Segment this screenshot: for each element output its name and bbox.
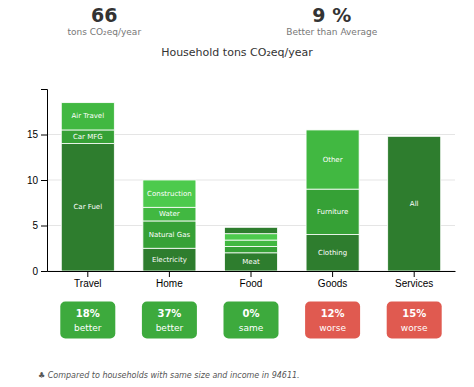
badge-subtext: worse	[319, 323, 346, 333]
segment-label: Construction	[147, 190, 192, 198]
bar-segment	[61, 130, 114, 144]
x-axis: Travel Home Food Goods Services	[48, 271, 456, 289]
x-tick-label: Goods	[318, 278, 347, 289]
segment-label: Car MFG	[73, 133, 103, 141]
segment-label: Electricity	[152, 256, 187, 264]
x-tick: Food	[240, 271, 263, 289]
x-tick-label: Travel	[74, 278, 101, 289]
bar-segment	[224, 227, 277, 233]
y-tick-mark	[41, 180, 47, 181]
badge	[305, 302, 360, 339]
bar-segment	[143, 180, 196, 207]
header-label: Better than Average	[286, 27, 378, 37]
bar-segment	[224, 253, 277, 271]
y-tick-mark	[41, 135, 47, 136]
bar-segment	[224, 234, 277, 240]
badge	[387, 302, 442, 339]
y-tick-label: 10	[27, 175, 39, 186]
header-value: 66	[91, 4, 117, 26]
footnote: ♣ Compared to households with same size …	[38, 371, 300, 380]
badge	[224, 302, 279, 339]
badge-text: 15%	[402, 308, 426, 319]
bar-segment	[224, 240, 277, 246]
badge	[142, 302, 197, 339]
x-tick-mark	[251, 271, 252, 277]
badge-text: 18%	[76, 308, 100, 319]
y-tick-label: 15	[27, 129, 39, 140]
y-tick: 10	[27, 175, 47, 186]
y-tick-mark	[41, 271, 47, 272]
header-label: tons CO₂eq/year	[67, 27, 141, 37]
segment-label: Car Fuel	[73, 203, 102, 211]
bar-segment	[224, 246, 277, 252]
badges: 18% better 37% better 0% same 12% worse 15% worse	[60, 302, 441, 339]
badge-subtext: better	[156, 323, 184, 333]
y-tick-mark	[41, 226, 47, 227]
chart: 66tons CO₂eq/year 9 %Better than Average H…	[0, 0, 474, 387]
segment-labels: Car Fuel Car MFG Air Travel Electricity Natu…	[71, 112, 418, 266]
segment-label: Air Travel	[71, 112, 104, 120]
badge-subtext: worse	[401, 323, 428, 333]
x-tick-label: Services	[395, 278, 433, 289]
x-tick-mark	[87, 271, 88, 277]
x-tick-label: Food	[240, 278, 263, 289]
segment-label: All	[410, 200, 419, 208]
bar-segment	[143, 248, 196, 271]
segment-label: Water	[159, 210, 180, 218]
segment-label: Furniture	[317, 208, 348, 216]
segment-label: Clothing	[318, 249, 347, 257]
x-tick: Home	[156, 271, 183, 289]
bar-segment	[306, 189, 359, 235]
badge-subtext: same	[239, 323, 264, 333]
bar-segment	[306, 235, 359, 271]
x-tick: Goods	[318, 271, 347, 289]
x-tick-mark	[332, 271, 333, 277]
bar-segment	[61, 144, 114, 271]
y-tick: 15	[27, 129, 47, 140]
badge	[60, 302, 115, 339]
badge-text: 37%	[157, 308, 181, 319]
x-tick: Services	[395, 271, 433, 289]
y-tick: 0	[32, 266, 47, 277]
x-tick-mark	[169, 271, 170, 277]
bar-segment	[61, 103, 114, 130]
x-tick-label: Home	[156, 278, 183, 289]
bar-segment	[143, 221, 196, 248]
header-value: 9 %	[312, 4, 351, 26]
segment-label: Meat	[242, 258, 260, 266]
grid	[47, 135, 455, 272]
header: 66tons CO₂eq/year 9 %Better than Average	[67, 4, 377, 37]
segment-label: Natural Gas	[149, 231, 191, 239]
y-axis-line	[41, 90, 48, 272]
bar-segment	[306, 130, 359, 189]
y-axis: 0 5 10 15	[27, 90, 48, 277]
y-tick: 5	[32, 220, 47, 231]
badge-text: 0%	[243, 308, 260, 319]
badge-text: 12%	[321, 308, 345, 319]
title: Household tons CO₂eq/year	[161, 46, 313, 59]
segment-label: Other	[323, 156, 343, 164]
bar-segment	[388, 136, 441, 271]
y-tick-label: 5	[32, 220, 38, 231]
x-tick-mark	[414, 271, 415, 277]
badge-subtext: better	[74, 323, 102, 333]
x-tick: Travel	[74, 271, 101, 289]
y-tick-label: 0	[32, 266, 38, 277]
bars	[61, 103, 440, 271]
bar-segment	[143, 207, 196, 221]
